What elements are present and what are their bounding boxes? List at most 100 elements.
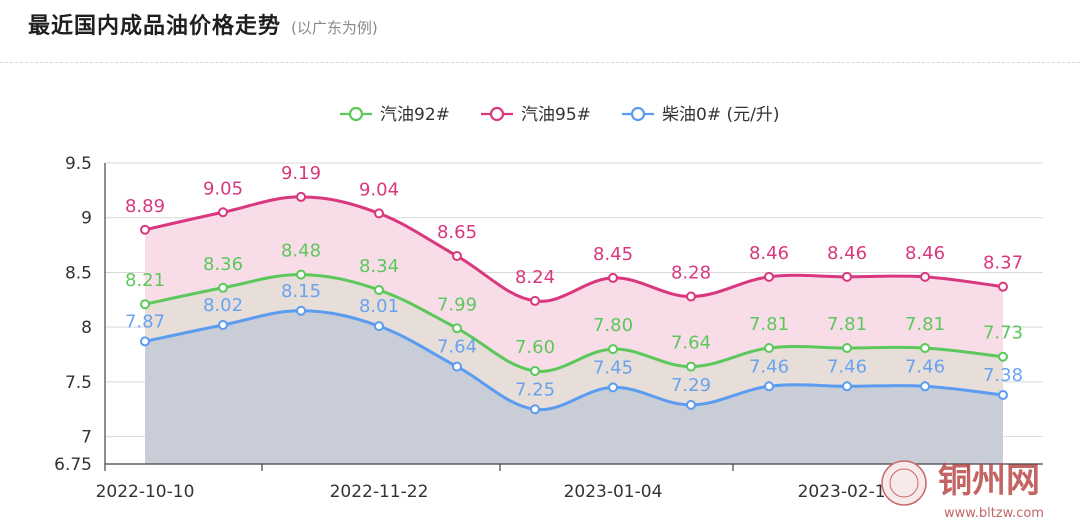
point-diesel0	[608, 382, 618, 393]
y-tick-label: 7.5	[65, 373, 92, 393]
data-label-gas95: 8.45	[593, 244, 633, 265]
x-tick-label: 2023-02-17	[798, 482, 897, 502]
chart-header: 最近国内成品油价格走势 (以广东为例)	[28, 8, 378, 48]
data-label-diesel0: 7.64	[437, 337, 477, 358]
watermark: 铜州网 www.bltzw.com	[881, 460, 1044, 521]
legend-marker-gas95	[489, 106, 505, 122]
data-label-gas92: 8.34	[359, 256, 399, 277]
point-gas92	[842, 342, 852, 353]
data-label-gas92: 7.80	[593, 315, 633, 336]
point-diesel0	[842, 381, 852, 392]
x-tick-label: 2022-10-10	[96, 482, 195, 502]
data-label-gas95: 8.65	[437, 222, 477, 243]
data-label-diesel0: 8.02	[203, 295, 243, 316]
chart-subtitle: (以广东为例)	[291, 19, 378, 37]
legend-marker-gas92	[348, 106, 364, 122]
data-label-gas95: 8.46	[905, 243, 945, 264]
point-diesel0	[140, 336, 150, 347]
point-gas92	[296, 269, 306, 280]
legend-item-diesel0[interactable]: 柴油0# (元/升)	[622, 105, 779, 125]
data-label-gas95: 8.46	[749, 243, 789, 264]
data-label-gas95: 8.28	[671, 263, 711, 284]
point-diesel0	[296, 305, 306, 316]
legend-item-gas95[interactable]: 汽油95#	[481, 105, 591, 125]
data-label-diesel0: 7.29	[671, 375, 711, 396]
legend-label-diesel0: 柴油0# (元/升)	[662, 105, 779, 125]
data-label-gas92: 7.81	[749, 314, 789, 335]
data-label-gas92: 7.73	[983, 323, 1023, 344]
point-gas92	[764, 342, 774, 353]
data-label-layer: 8.21 8.36 8.48 8.34 7.99 7.60 7.80 7.64 7.81 7.81…	[125, 163, 1023, 400]
y-tick-label: 6.75	[54, 455, 92, 475]
data-label-gas92: 8.36	[203, 254, 243, 275]
data-label-gas95: 8.89	[125, 196, 165, 217]
point-gas92	[998, 351, 1008, 362]
point-gas92	[452, 323, 462, 334]
point-diesel0	[530, 404, 540, 415]
data-label-gas92: 7.81	[905, 314, 945, 335]
point-diesel0	[686, 399, 696, 410]
point-gas95	[374, 208, 384, 219]
data-label-gas95: 8.46	[827, 243, 867, 264]
legend-label-gas95: 汽油95#	[521, 105, 591, 125]
data-label-diesel0: 7.38	[983, 365, 1023, 386]
data-label-diesel0: 7.45	[593, 357, 633, 378]
header-divider	[0, 62, 1080, 63]
data-label-diesel0: 7.25	[515, 379, 555, 400]
point-diesel0	[374, 321, 384, 332]
data-label-gas92: 7.99	[437, 294, 477, 315]
y-tick-label: 9.5	[65, 154, 92, 174]
point-gas92	[530, 365, 540, 376]
point-gas95	[452, 251, 462, 262]
point-gas92	[608, 344, 618, 355]
legend-item-gas92[interactable]: 汽油92#	[340, 105, 450, 125]
watermark-seal-inner	[889, 468, 919, 498]
legend-series-name-diesel0: 柴油0#	[662, 105, 721, 125]
data-label-gas92: 7.81	[827, 314, 867, 335]
point-gas92	[218, 282, 228, 293]
point-gas92	[920, 342, 930, 353]
data-label-gas95: 9.05	[203, 178, 243, 199]
point-gas95	[296, 191, 306, 202]
data-label-gas95: 9.19	[281, 163, 321, 184]
data-label-gas92: 8.48	[281, 241, 321, 262]
point-gas95	[998, 281, 1008, 292]
point-gas92	[374, 284, 384, 295]
watermark-name: 铜州网	[938, 461, 1040, 501]
data-label-gas95: 9.04	[359, 179, 399, 200]
point-layer	[140, 191, 1008, 415]
data-label-diesel0: 7.46	[827, 356, 867, 377]
point-gas95	[842, 271, 852, 282]
point-gas95	[608, 272, 618, 283]
point-diesel0	[920, 381, 930, 392]
point-gas95	[764, 271, 774, 282]
legend-marker-diesel0	[630, 106, 646, 122]
legend-unit: (元/升)	[726, 105, 779, 125]
legend-label-gas92: 汽油92#	[380, 105, 450, 125]
point-gas95	[218, 207, 228, 218]
area-layer	[145, 196, 1003, 465]
y-tick-label: 9	[81, 209, 92, 229]
point-gas92	[140, 299, 150, 310]
point-gas95	[686, 291, 696, 302]
data-label-gas92: 7.64	[671, 333, 711, 354]
x-tick-label: 2022-11-22	[330, 482, 429, 502]
y-tick-label: 7	[81, 428, 92, 448]
data-label-diesel0: 7.87	[125, 311, 165, 332]
data-label-gas95: 8.24	[515, 267, 555, 288]
legend: 汽油92# 汽油95# 柴油0# (元/升)	[340, 105, 779, 125]
data-label-gas92: 8.21	[125, 270, 165, 291]
data-label-gas92: 7.60	[515, 337, 555, 358]
data-label-diesel0: 7.46	[905, 356, 945, 377]
data-label-gas95: 8.37	[983, 253, 1023, 274]
point-diesel0	[452, 361, 462, 372]
point-gas95	[920, 271, 930, 282]
data-label-diesel0: 7.46	[749, 356, 789, 377]
area-diesel0	[145, 310, 1003, 464]
point-diesel0	[998, 390, 1008, 401]
data-label-diesel0: 8.15	[281, 281, 321, 302]
point-diesel0	[764, 381, 774, 392]
point-gas92	[686, 361, 696, 372]
